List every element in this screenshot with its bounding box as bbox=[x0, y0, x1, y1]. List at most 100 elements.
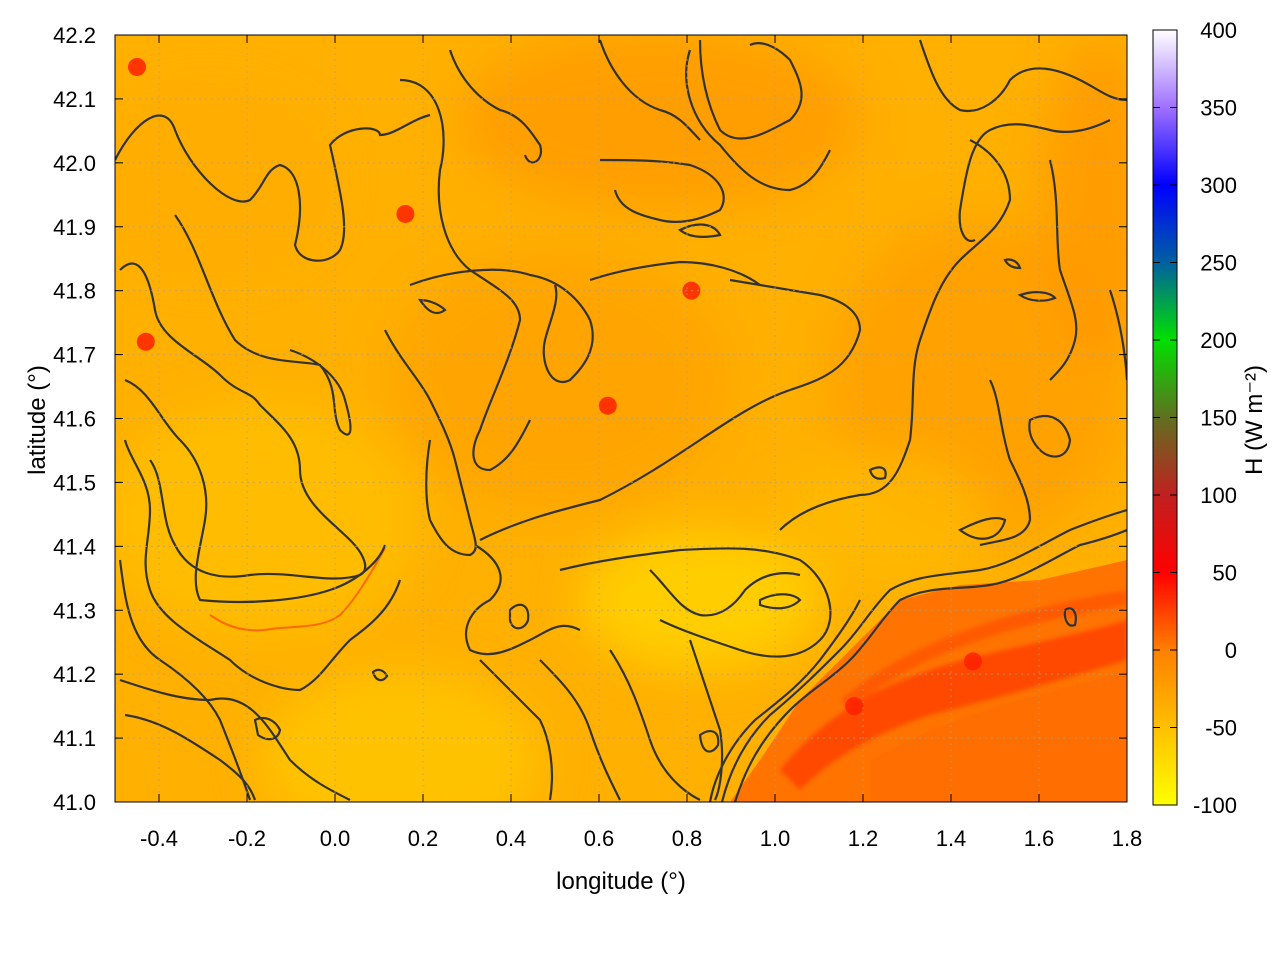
colorbar-ticks: -100 -50 0 50 100 150 200 250 300 350 400 bbox=[1153, 18, 1237, 818]
contour-44 bbox=[1063, 607, 1077, 627]
x-axis: -0.4 -0.2 0.0 0.2 0.4 0.6 0.8 1.0 1.2 1.4 1.6 1.8 bbox=[140, 35, 1142, 851]
colorbar-tick-label: 400 bbox=[1200, 18, 1237, 43]
x-tick-label: 1.2 bbox=[848, 826, 879, 851]
contour-29 bbox=[958, 119, 1111, 243]
contour-16 bbox=[649, 569, 801, 617]
contour-12 bbox=[479, 278, 862, 541]
hotspot-mark bbox=[964, 652, 982, 671]
hotspot-layer bbox=[128, 57, 982, 716]
hotspot-mark bbox=[598, 396, 617, 415]
y-tick-label: 41.7 bbox=[53, 343, 96, 368]
x-tick-label: 0.4 bbox=[496, 826, 527, 851]
contour-25 bbox=[979, 379, 1032, 547]
contour-2 bbox=[174, 214, 352, 436]
x-tick-label: 1.0 bbox=[760, 826, 791, 851]
contour-4 bbox=[124, 378, 387, 604]
x-tick-label: -0.2 bbox=[228, 826, 266, 851]
contour-41 bbox=[371, 668, 389, 682]
y-tick-label: 41.9 bbox=[53, 215, 96, 240]
x-tick-label: 1.6 bbox=[1024, 826, 1055, 851]
contour-6 bbox=[118, 559, 252, 801]
river-trace bbox=[209, 547, 386, 632]
x-tick-label: 0.8 bbox=[672, 826, 703, 851]
y-tick-label: 41.2 bbox=[53, 662, 96, 687]
colorbar-tick-label: 200 bbox=[1200, 328, 1237, 353]
contour-18 bbox=[508, 603, 530, 630]
colorbar-tick-label: 300 bbox=[1200, 173, 1237, 198]
colorbar-tick-label: 250 bbox=[1200, 251, 1237, 276]
contour-28 bbox=[1108, 289, 1127, 381]
contour-36 bbox=[677, 223, 722, 238]
contour-10 bbox=[409, 268, 594, 384]
contour-8 bbox=[124, 713, 257, 801]
contour-24 bbox=[868, 466, 887, 480]
contour-38 bbox=[1017, 291, 1057, 302]
contour-15 bbox=[559, 547, 832, 658]
heatmap-field bbox=[115, 35, 1127, 802]
colorbar-tick-label: 350 bbox=[1200, 96, 1237, 121]
contour-14 bbox=[465, 544, 581, 656]
colorbar-tick-label: -100 bbox=[1193, 793, 1237, 818]
hotspot-mark bbox=[136, 332, 155, 351]
y-tick-label: 42.1 bbox=[53, 87, 96, 112]
contour-40 bbox=[253, 716, 282, 741]
x-tick-label: 1.4 bbox=[936, 826, 967, 851]
contour-coast-1 bbox=[733, 528, 1127, 802]
open-sea bbox=[870, 672, 1127, 802]
contour-7 bbox=[119, 678, 351, 801]
contour-coast-2 bbox=[720, 508, 1127, 802]
contour-11 bbox=[384, 329, 477, 557]
contour-30 bbox=[918, 39, 1127, 113]
x-tick-label: 1.8 bbox=[1112, 826, 1143, 851]
hotspot-mark bbox=[128, 57, 146, 76]
contour-22 bbox=[688, 639, 724, 801]
contour-1 bbox=[115, 113, 431, 262]
coastal-hot-band bbox=[780, 590, 1127, 790]
y-tick-label: 41.1 bbox=[53, 726, 96, 751]
contour-33 bbox=[598, 39, 701, 141]
colorbar-tick-label: 50 bbox=[1213, 561, 1237, 586]
x-tick-label: 0.0 bbox=[320, 826, 351, 851]
y-tick-label: 41.4 bbox=[53, 534, 96, 559]
y-tick-label: 41.6 bbox=[53, 407, 96, 432]
contour-3 bbox=[119, 262, 367, 580]
contour-26 bbox=[1028, 414, 1072, 458]
hotspot-mark bbox=[845, 697, 864, 716]
x-axis-label: longitude (°) bbox=[556, 868, 686, 895]
colorbar-tick-label: 0 bbox=[1225, 638, 1237, 663]
contour-35 bbox=[599, 158, 725, 224]
contour-lines bbox=[115, 39, 1127, 802]
x-tick-label: 0.2 bbox=[408, 826, 439, 851]
hotspot-mark bbox=[396, 204, 415, 223]
contour-32 bbox=[685, 49, 831, 192]
colorbar-tick-label: 100 bbox=[1200, 483, 1237, 508]
grid-lines bbox=[115, 35, 1127, 802]
contour-34 bbox=[448, 49, 543, 164]
contour-23 bbox=[779, 139, 1012, 531]
y-tick-label: 41.5 bbox=[53, 470, 96, 495]
contour-37 bbox=[417, 298, 447, 315]
contour-coast-3 bbox=[708, 599, 861, 802]
x-tick-label: -0.4 bbox=[140, 826, 178, 851]
colorbar-tick-label: -50 bbox=[1205, 716, 1237, 741]
x-tick-label: 0.6 bbox=[584, 826, 615, 851]
y-axis-label: latitude (°) bbox=[24, 365, 51, 475]
contour-21 bbox=[609, 649, 701, 801]
y-tick-label: 41.8 bbox=[53, 279, 96, 304]
contour-19 bbox=[539, 659, 621, 801]
colorbar-tick-label: 150 bbox=[1200, 406, 1237, 431]
colorbar: -100 -50 0 50 100 150 200 250 300 350 400 H (W m⁻²… bbox=[1152, 18, 1268, 818]
y-tick-label: 41.3 bbox=[53, 598, 96, 623]
y-tick-label: 42.0 bbox=[53, 151, 96, 176]
y-tick-label: 42.2 bbox=[53, 23, 96, 48]
contour-31 bbox=[698, 39, 803, 140]
y-axis: 41.0 41.1 41.2 41.3 41.4 41.5 41.6 41.7 41.8 41.9… bbox=[53, 23, 1127, 815]
contour-20 bbox=[479, 659, 554, 801]
contour-43 bbox=[957, 516, 1007, 540]
contour-17 bbox=[758, 593, 802, 610]
contour-39 bbox=[1003, 258, 1022, 270]
colorbar-label: H (W m⁻²) bbox=[1241, 365, 1268, 475]
contour-9 bbox=[399, 78, 531, 472]
